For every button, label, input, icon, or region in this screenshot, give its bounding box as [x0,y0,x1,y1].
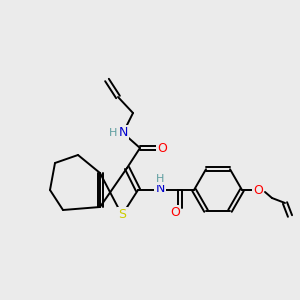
Text: H: H [109,128,117,138]
Text: O: O [253,184,263,196]
Text: O: O [170,206,180,220]
Text: N: N [118,127,128,140]
Text: H: H [156,174,164,184]
Text: S: S [118,208,126,221]
Text: N: N [155,182,165,196]
Text: O: O [157,142,167,154]
